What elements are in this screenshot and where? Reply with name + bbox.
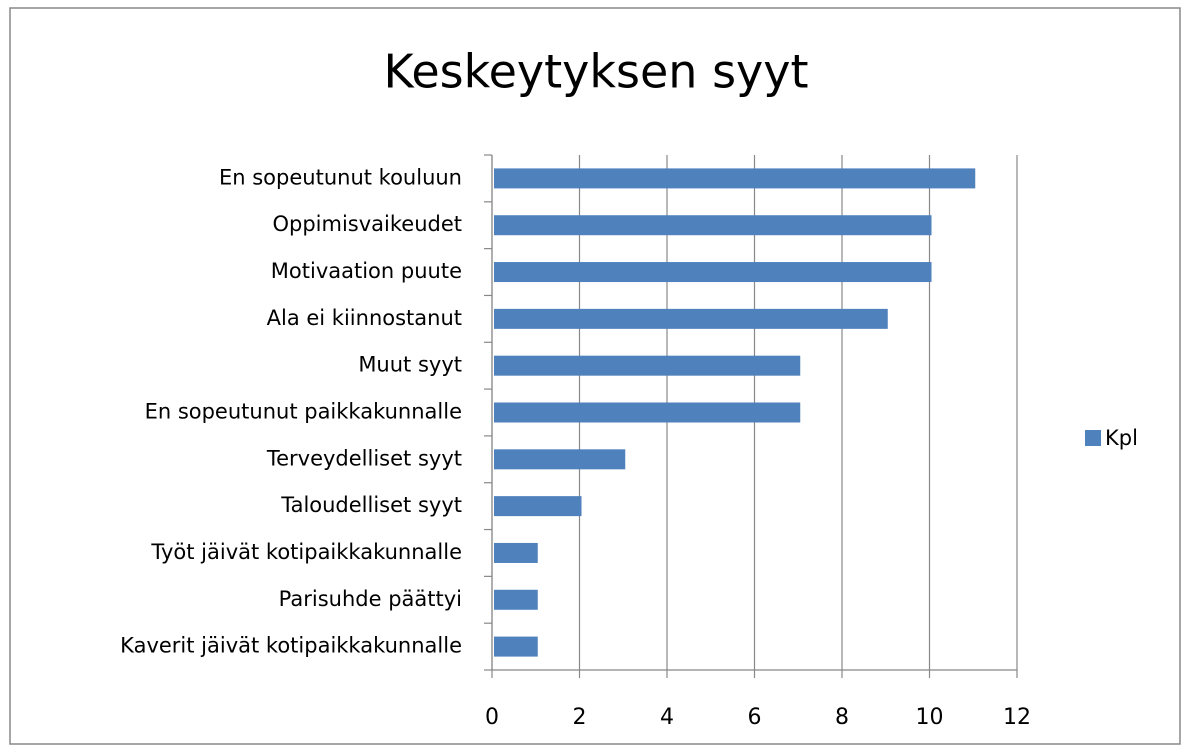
x-tick-label: 8 xyxy=(835,705,849,730)
y-tick-label: Kaverit jäivät kotipaikkakunnalle xyxy=(120,634,462,658)
y-tick-label: Työt jäivät kotipaikkakunnalle xyxy=(150,540,462,564)
y-tick-label: Parisuhde päättyi xyxy=(279,587,462,611)
bar xyxy=(494,589,538,610)
bar xyxy=(494,496,582,517)
x-tick-label: 0 xyxy=(485,705,499,730)
x-tick-label: 4 xyxy=(660,705,674,730)
x-tick-label: 10 xyxy=(916,705,944,730)
y-tick-label: Taloudelliset syyt xyxy=(280,493,462,517)
bar xyxy=(494,215,932,236)
chart-frame xyxy=(9,7,1181,745)
bar xyxy=(494,636,538,657)
x-tick-label: 2 xyxy=(573,705,587,730)
bar xyxy=(494,262,932,283)
bar xyxy=(494,168,976,189)
chart-title: Keskeytyksen syyt xyxy=(383,45,808,99)
x-tick-label: 12 xyxy=(1003,705,1031,730)
y-tick-label: Muut syyt xyxy=(358,353,462,377)
y-tick-label: Motivaation puute xyxy=(271,259,462,283)
y-tick-label: Ala ei kiinnostanut xyxy=(267,306,462,330)
x-tick-label: 6 xyxy=(748,705,762,730)
bar xyxy=(494,355,801,376)
legend-label: Kpl xyxy=(1105,426,1138,450)
bar xyxy=(494,542,538,563)
bar xyxy=(494,449,626,470)
y-tick-label: Terveydelliset syyt xyxy=(266,446,462,470)
y-tick-label: En sopeutunut kouluun xyxy=(219,165,462,189)
bar xyxy=(494,308,888,329)
bar xyxy=(494,402,801,423)
legend-swatch xyxy=(1085,430,1101,446)
y-tick-label: En sopeutunut paikkakunnalle xyxy=(145,400,462,424)
y-tick-label: Oppimisvaikeudet xyxy=(272,212,462,236)
